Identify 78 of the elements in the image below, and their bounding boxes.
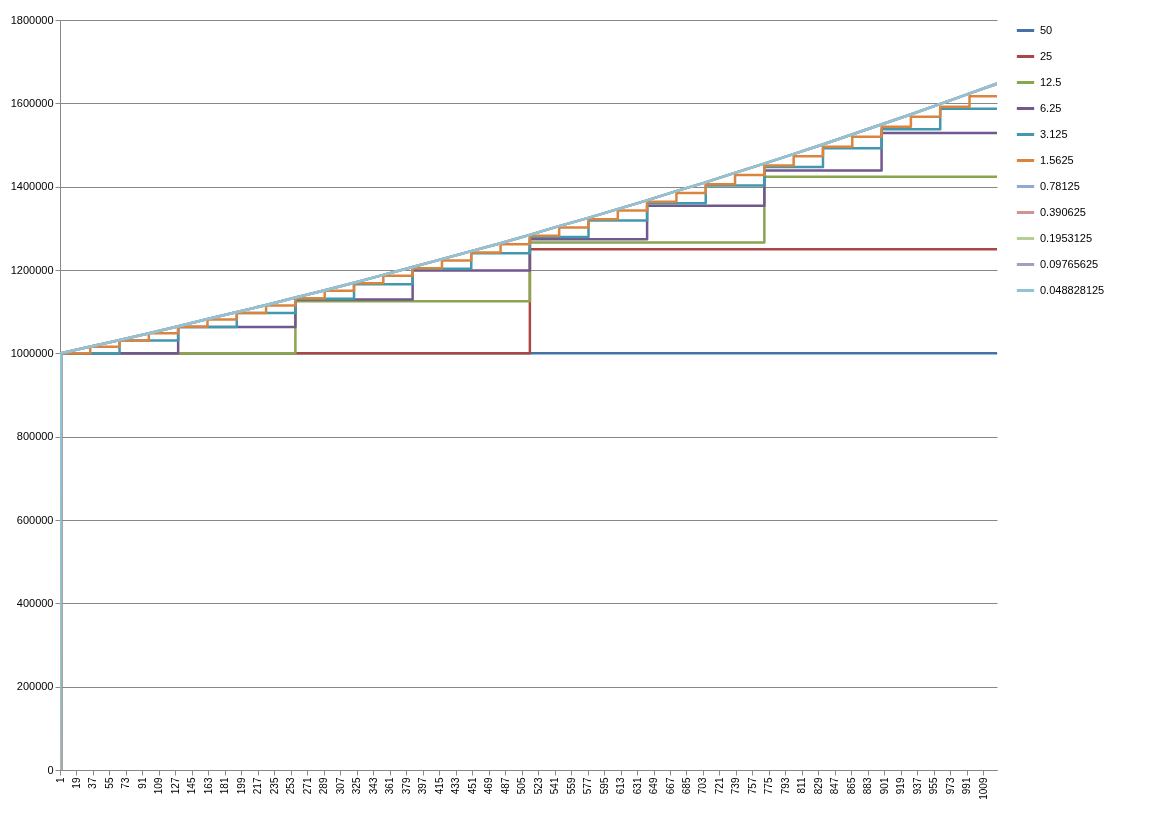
x-tick-label: 811 xyxy=(796,777,808,794)
legend-label: 25 xyxy=(1040,49,1053,62)
legend-label: 0.1953125 xyxy=(1040,231,1092,244)
x-tick-label: 577 xyxy=(582,777,594,795)
x-tick-label: 73 xyxy=(120,777,132,789)
x-tick-label: 37 xyxy=(87,777,99,789)
x-tick-label: 937 xyxy=(911,777,923,795)
x-tick-label: 703 xyxy=(697,777,709,795)
legend-label: 0.78125 xyxy=(1040,179,1080,192)
x-tick-label: 685 xyxy=(681,777,692,795)
x-tick-label: 343 xyxy=(367,777,379,795)
x-tick-label: 361 xyxy=(384,777,396,795)
x-tick-label: 55 xyxy=(103,777,115,789)
x-tick-label: 1 xyxy=(54,777,66,784)
x-tick-label: 325 xyxy=(351,777,363,795)
x-tick-label: 649 xyxy=(648,777,660,795)
x-tick-label: 829 xyxy=(812,777,824,795)
x-tick-label: 955 xyxy=(928,777,940,795)
legend-label: 0.390625 xyxy=(1040,205,1086,218)
x-tick-label: 469 xyxy=(483,777,495,795)
x-tick-label: 721 xyxy=(713,777,725,795)
y-tick-label: 1600000 xyxy=(10,96,54,109)
x-tick-label: 289 xyxy=(318,777,330,795)
x-tick-label: 901 xyxy=(878,777,890,795)
x-tick-label: 271 xyxy=(301,777,313,795)
y-tick-label: 1000000 xyxy=(10,346,54,359)
y-tick-label: 800000 xyxy=(16,430,54,443)
x-tick-label: 235 xyxy=(268,777,280,795)
x-tick-label: 847 xyxy=(829,777,841,795)
legend-label: 12.5 xyxy=(1040,75,1062,88)
x-tick-label: 559 xyxy=(565,777,577,795)
y-tick-label: 600000 xyxy=(16,513,54,526)
y-tick-label: 400000 xyxy=(16,596,54,609)
x-tick-label: 253 xyxy=(285,777,297,795)
x-tick-label: 451 xyxy=(466,777,478,795)
x-tick-label: 793 xyxy=(779,777,791,795)
legend-label: 6.25 xyxy=(1040,101,1062,114)
x-tick-label: 433 xyxy=(450,777,462,795)
x-tick-label: 109 xyxy=(153,777,165,795)
legend-label: 0.09765625 xyxy=(1040,257,1099,270)
y-tick-label: 1800000 xyxy=(10,13,54,26)
x-tick-label: 1009 xyxy=(977,777,989,800)
x-tick-label: 505 xyxy=(516,777,528,795)
x-tick-label: 19 xyxy=(70,777,82,789)
x-tick-label: 307 xyxy=(334,777,346,795)
x-tick-label: 595 xyxy=(598,777,610,795)
x-tick-label: 523 xyxy=(532,777,544,795)
x-tick-label: 397 xyxy=(417,777,429,795)
legend-label: 1.5625 xyxy=(1040,153,1074,166)
x-tick-label: 379 xyxy=(400,777,412,795)
x-tick-label: 181 xyxy=(219,777,231,795)
legend-label: 0.048828125 xyxy=(1040,283,1105,296)
x-tick-label: 865 xyxy=(845,777,857,795)
x-tick-label: 883 xyxy=(862,777,874,795)
x-tick-label: 667 xyxy=(664,777,676,795)
x-tick-label: 991 xyxy=(961,777,973,795)
x-tick-label: 613 xyxy=(615,777,627,795)
x-tick-label: 919 xyxy=(895,777,907,795)
x-tick-label: 415 xyxy=(433,777,445,795)
x-tick-label: 145 xyxy=(186,777,198,795)
x-tick-label: 163 xyxy=(202,777,214,795)
y-tick-label: 0 xyxy=(47,763,54,776)
y-tick-label: 1200000 xyxy=(10,263,54,276)
x-tick-label: 631 xyxy=(631,777,643,795)
x-tick-label: 775 xyxy=(763,777,775,795)
x-tick-label: 217 xyxy=(252,777,264,795)
x-tick-label: 739 xyxy=(730,777,742,795)
x-tick-label: 487 xyxy=(499,777,511,795)
x-tick-label: 757 xyxy=(746,777,758,795)
x-tick-label: 91 xyxy=(136,777,148,789)
legend-label: 50 xyxy=(1040,23,1053,36)
x-tick-label: 973 xyxy=(944,777,956,795)
x-tick-label: 541 xyxy=(549,777,561,795)
y-tick-label: 200000 xyxy=(16,680,54,693)
x-tick-label: 127 xyxy=(169,777,181,795)
legend-label: 3.125 xyxy=(1040,127,1068,140)
y-tick-label: 1400000 xyxy=(10,180,54,193)
x-tick-label: 199 xyxy=(235,777,247,795)
